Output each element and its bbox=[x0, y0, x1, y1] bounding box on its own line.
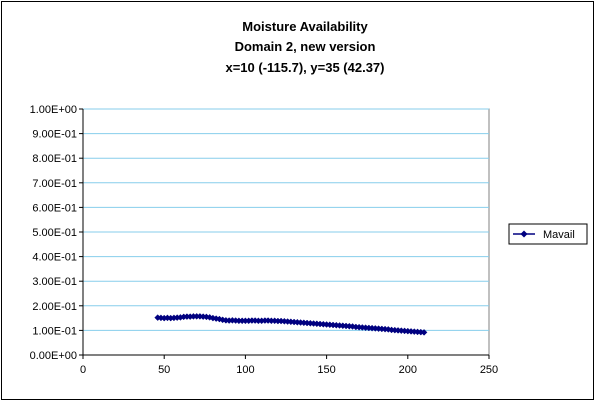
x-tick-label: 200 bbox=[399, 364, 417, 376]
legend-label: Mavail bbox=[543, 229, 575, 241]
x-tick-label: 150 bbox=[317, 364, 335, 376]
x-tick-label: 250 bbox=[480, 364, 498, 376]
y-tick-label: 0.00E+00 bbox=[30, 350, 77, 362]
chart-title-line-2: Domain 2, new version bbox=[235, 39, 376, 54]
y-tick-label: 1.00E+00 bbox=[30, 104, 77, 116]
series-mavail bbox=[154, 313, 428, 336]
x-axis-ticks: 0 50 100 150 200 250 bbox=[80, 355, 498, 376]
chart-title: Moisture Availability Domain 2, new vers… bbox=[225, 19, 384, 75]
y-tick-label: 7.00E-01 bbox=[32, 178, 77, 190]
chart-title-line-3: x=10 (-115.7), y=35 (42.37) bbox=[225, 60, 384, 75]
gridlines bbox=[83, 108, 489, 331]
y-tick-label: 3.00E-01 bbox=[32, 276, 77, 288]
legend-box bbox=[508, 223, 588, 245]
y-axis-ticks: 0.00E+00 1.00E-01 2.00E-01 3.00E-01 4.00E-01… bbox=[30, 104, 83, 362]
y-tick-label: 2.00E-01 bbox=[32, 301, 77, 313]
y-tick-label: 6.00E-01 bbox=[32, 202, 77, 214]
y-tick-label: 4.00E-01 bbox=[32, 252, 77, 264]
x-tick-label: 50 bbox=[158, 364, 170, 376]
legend: Mavail bbox=[508, 223, 588, 245]
chart-title-line-1: Moisture Availability bbox=[242, 19, 368, 34]
legend-marker-diamond bbox=[520, 230, 528, 238]
x-tick-label: 100 bbox=[236, 364, 254, 376]
y-tick-label: 9.00E-01 bbox=[32, 129, 77, 141]
y-tick-label: 8.00E-01 bbox=[32, 153, 77, 165]
y-tick-label: 1.00E-01 bbox=[32, 325, 77, 337]
y-tick-label: 5.00E-01 bbox=[32, 227, 77, 239]
x-tick-label: 0 bbox=[80, 364, 86, 376]
data-point bbox=[420, 329, 428, 336]
